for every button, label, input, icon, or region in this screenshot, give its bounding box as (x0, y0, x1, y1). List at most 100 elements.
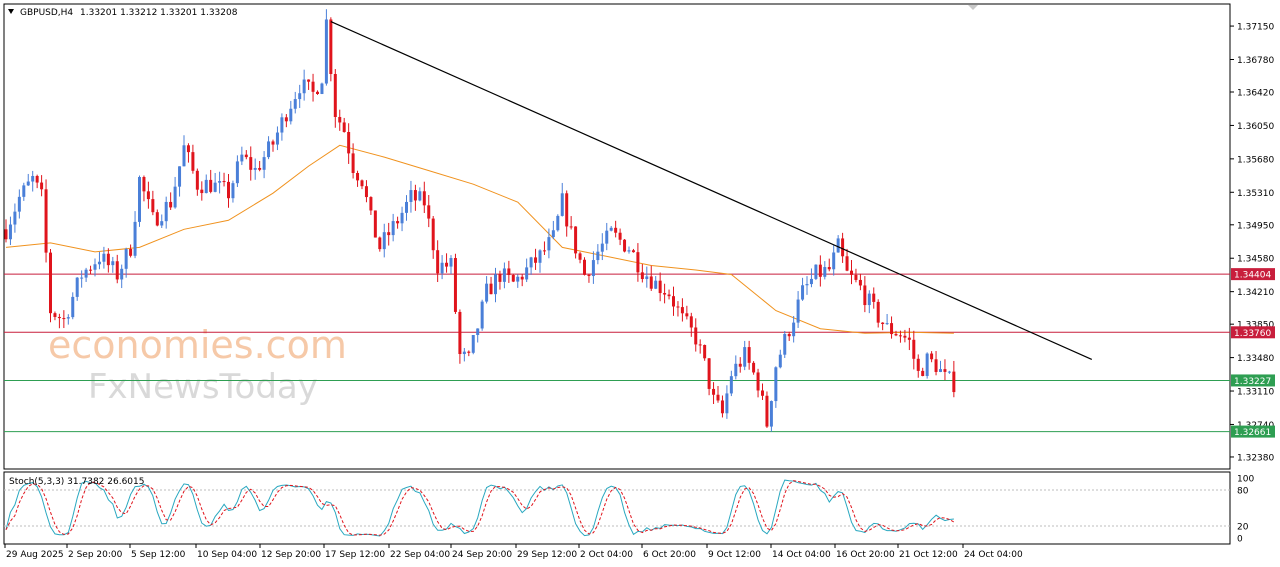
level-tag-2 (1231, 374, 1275, 387)
candle-body (565, 193, 569, 227)
candle-body (129, 248, 133, 256)
candle-body (939, 369, 942, 372)
candle-body (222, 181, 226, 183)
horizontal-levels (4, 273, 1230, 433)
candle-body (623, 239, 627, 252)
candle-body (396, 221, 400, 224)
price-panel[interactable] (3, 3, 1231, 470)
symbol-label: GBPUSD,H4 (20, 8, 73, 18)
stoch-axis-label-0: 0 (1237, 535, 1243, 545)
candle-body (124, 248, 128, 269)
price-axis: 1.37150 1.36780 1.36420 1.36050 1.35680 1.353… (1230, 23, 1274, 463)
candle-body (22, 185, 26, 197)
stoch-main-line[interactable] (5, 479, 954, 537)
time-tick-label-9: 2 Oct 04:00 (580, 550, 633, 560)
level-tag-label-1: 1.33760 (1234, 329, 1271, 339)
candle-body (97, 261, 101, 265)
price-tick-label-5: 1.35310 (1237, 189, 1274, 199)
candle-body (462, 351, 466, 355)
candle-body (930, 353, 934, 360)
candle-body (31, 175, 35, 182)
candle-body (360, 180, 364, 187)
descending-trendline[interactable] (330, 21, 1093, 360)
candle-body (836, 238, 840, 253)
candle-body (84, 269, 88, 278)
candle-body (213, 182, 217, 192)
candle-body (333, 73, 337, 117)
candle-body (654, 280, 658, 289)
candle-body (160, 221, 164, 226)
candle-body (494, 274, 497, 295)
candle-body (876, 301, 880, 323)
candle-body (200, 189, 204, 194)
candle-body (605, 230, 609, 244)
candle-body (614, 227, 618, 233)
candle-body (436, 250, 440, 274)
candle-body (40, 182, 44, 190)
price-tick-label-4: 1.35680 (1237, 155, 1274, 165)
candle-body (516, 276, 520, 282)
candle-body (471, 335, 475, 353)
candle-body (658, 280, 662, 294)
stoch-signal-line[interactable] (5, 480, 955, 536)
time-tick-label-14: 21 Oct 12:00 (899, 550, 958, 560)
candle-body (218, 181, 222, 183)
candle-body (903, 335, 907, 338)
candle-body (720, 400, 724, 414)
candle-body (680, 307, 684, 314)
candle-body (191, 152, 195, 171)
candle-body (805, 284, 809, 286)
candle-body (316, 91, 319, 94)
candle-body (253, 167, 257, 170)
candle-body (80, 277, 84, 279)
candle-body (943, 369, 947, 372)
candle-body (280, 117, 284, 133)
candle-body (596, 251, 600, 261)
candle-body (356, 172, 360, 181)
candle-body (8, 224, 12, 240)
candle-body (703, 344, 707, 359)
candle-body (894, 334, 898, 336)
candle-body (422, 191, 426, 206)
time-axis: 29 Aug 2025 2 Sep 20:00 5 Sep 12:00 10 Sep … (4, 544, 1023, 560)
level-tag-label-2: 1.33227 (1234, 377, 1271, 387)
candle-body (57, 316, 61, 319)
stochastic-panel[interactable] (3, 471, 1231, 545)
candle-body (547, 237, 551, 251)
time-tick-label-15: 24 Oct 04:00 (964, 550, 1023, 560)
time-tick-label-5: 17 Sep 12:00 (325, 550, 385, 560)
candle-body (716, 394, 720, 401)
candle-body (569, 226, 573, 228)
watermark-fxnewstoday: FxNewsToday (88, 367, 318, 407)
stoch-axis-label-20: 20 (1237, 523, 1249, 533)
candle-body (560, 193, 564, 216)
candle-body (898, 335, 902, 337)
candle-body (747, 347, 751, 363)
candle-body (275, 132, 279, 145)
time-tick-label-0: 29 Aug 2025 (6, 550, 64, 560)
stochastic-axis: 100 80 20 0 (1237, 475, 1254, 545)
candle-body (302, 79, 306, 94)
candle-body (146, 191, 150, 200)
candle-body (631, 250, 635, 253)
stochastic-lines (4, 479, 1230, 537)
one-click-trading-icon[interactable] (968, 5, 978, 10)
candle-body (627, 250, 631, 252)
candle-body (551, 230, 555, 238)
candle-body (400, 212, 404, 224)
moving-average-line[interactable] (5, 144, 954, 334)
candle-body (17, 196, 21, 212)
candle-body (342, 122, 346, 133)
time-tick-label-6: 22 Sep 04:00 (390, 550, 450, 560)
candle-body (204, 179, 208, 194)
candle-body (872, 293, 876, 302)
candle-body (102, 253, 106, 262)
dropdown-triangle-icon[interactable] (8, 9, 14, 14)
candle-body (907, 337, 911, 340)
candle-body (449, 258, 453, 267)
candle-body (262, 157, 266, 170)
candle-body (106, 253, 110, 266)
candle-body (271, 141, 275, 145)
